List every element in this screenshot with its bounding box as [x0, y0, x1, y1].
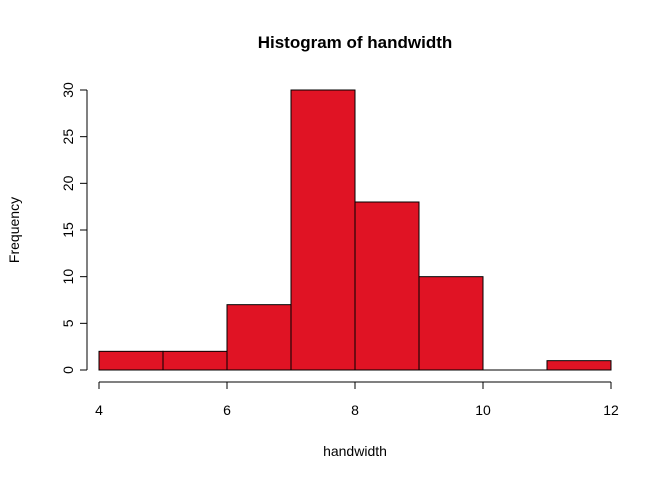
x-tick-label-3: 10: [475, 402, 491, 418]
x-tick-label-4: 12: [603, 402, 619, 418]
y-tick-label-0: 0: [60, 366, 76, 374]
y-axis: 0 5 10 15 20 25 30: [60, 82, 88, 374]
x-tick-label-1: 6: [223, 402, 231, 418]
x-tick-label-2: 8: [351, 402, 359, 418]
histogram-bar-2: [226, 304, 292, 371]
histogram-bar-0: [98, 350, 164, 371]
y-tick-label-3: 15: [60, 222, 76, 238]
histogram-bar-3: [290, 89, 356, 371]
histogram-bar-4: [354, 201, 420, 371]
y-tick-label-5: 25: [60, 129, 76, 145]
y-tick-label-4: 20: [60, 175, 76, 191]
bars-group: [98, 89, 612, 371]
x-axis: 4 6 8 10 12: [95, 381, 619, 418]
histogram-bar-5: [418, 276, 484, 371]
histogram-bar-1: [162, 350, 228, 371]
y-tick-label-1: 5: [60, 319, 76, 327]
chart-title: Histogram of handwidth: [258, 33, 453, 52]
x-axis-label: handwidth: [323, 443, 387, 459]
y-tick-label-6: 30: [60, 82, 76, 98]
y-tick-label-2: 10: [60, 269, 76, 285]
x-tick-label-0: 4: [95, 402, 103, 418]
y-axis-label: Frequency: [6, 197, 22, 263]
histogram-bar-7: [546, 360, 612, 371]
